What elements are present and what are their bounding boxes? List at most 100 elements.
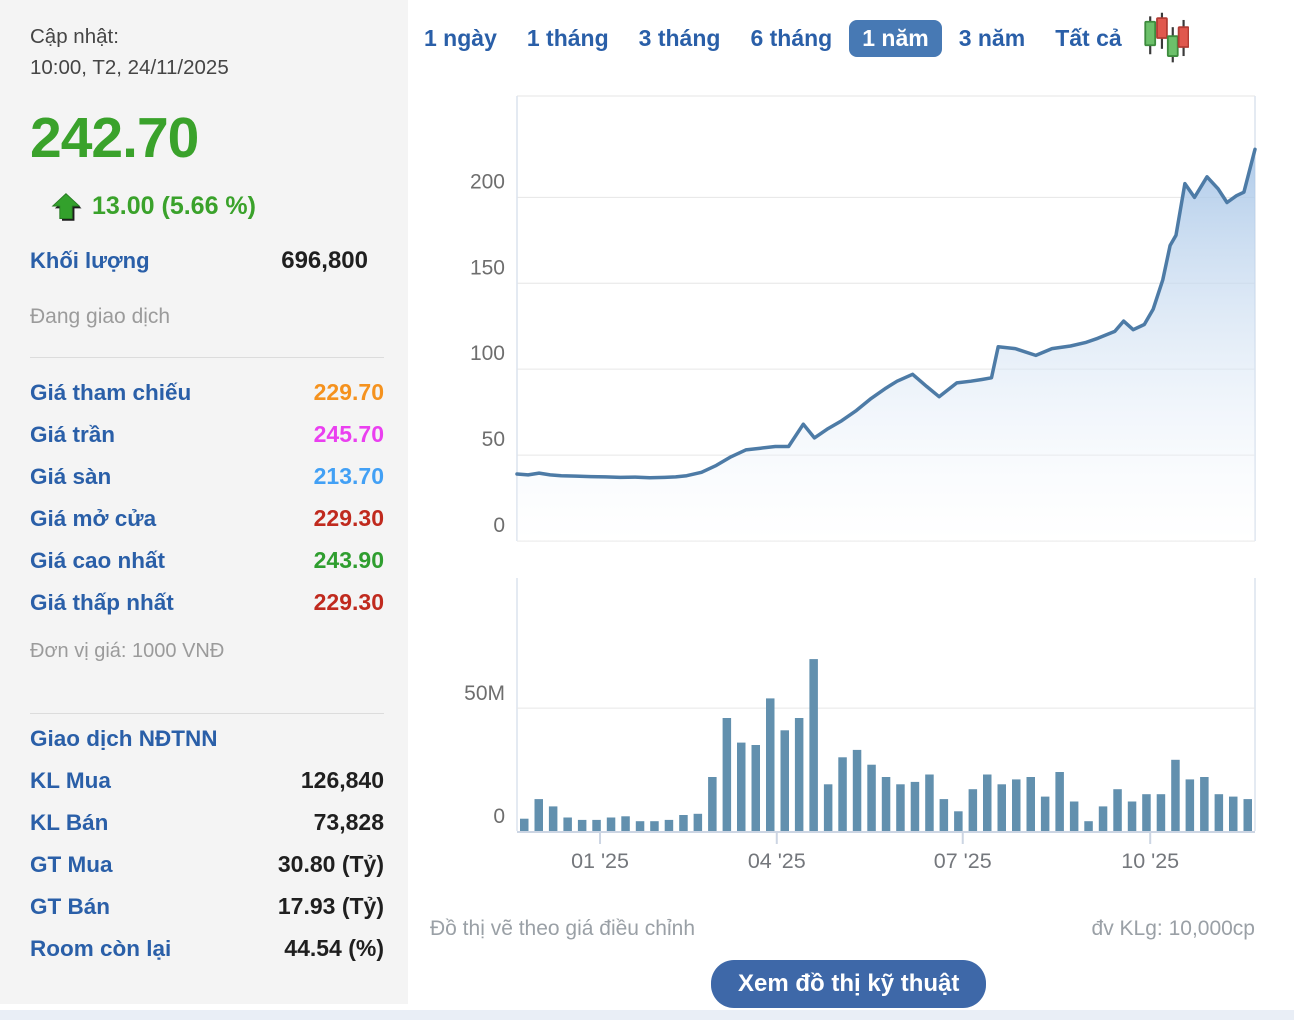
volume-bar xyxy=(910,781,920,831)
row-label: Giá tham chiếu xyxy=(30,379,192,405)
row-value: 229.30 xyxy=(313,589,384,615)
volume-bar xyxy=(1026,777,1035,831)
divider xyxy=(30,712,384,714)
volume-bar xyxy=(679,815,688,831)
range-tab[interactable]: 3 tháng xyxy=(638,24,721,51)
range-tab[interactable]: 1 tháng xyxy=(526,24,609,51)
volume-bar xyxy=(794,718,804,831)
volume-bar xyxy=(896,784,905,831)
row-value: 30.80 (Tỷ) xyxy=(277,851,384,877)
volume-bar xyxy=(1098,806,1108,831)
row-label: GT Bán xyxy=(30,893,111,919)
price-axis-label: 200 xyxy=(470,170,505,193)
row-value: 126,840 xyxy=(300,767,384,793)
range-tab[interactable]: Tất cả xyxy=(1055,24,1122,51)
volume-bar xyxy=(520,818,529,831)
volume-bar xyxy=(708,777,717,831)
range-tabs: 1 ngày 1 tháng 3 tháng 6 tháng 1 năm 3 năm Tất… xyxy=(411,12,1189,64)
volume-bar xyxy=(693,813,703,831)
foreign-row: KL Mua 126,840 xyxy=(30,760,384,802)
session-status: Đang giao dịch xyxy=(30,304,171,328)
volume-bar xyxy=(650,821,659,831)
row-label: Giá thấp nhất xyxy=(30,589,174,615)
volume-bar xyxy=(852,749,862,831)
row-value: 229.70 xyxy=(313,379,384,405)
volume-bar xyxy=(954,811,963,831)
volume-bar xyxy=(548,806,558,831)
volume-bar xyxy=(577,819,587,831)
volume-bar xyxy=(1156,794,1166,831)
volume-bar xyxy=(1127,801,1137,831)
row-value: 17.93 (Tỷ) xyxy=(277,893,384,919)
volume-bar xyxy=(997,784,1006,831)
x-axis-label: 10 '25 xyxy=(1121,849,1179,873)
update-time: 10:00, T2, 24/11/2025 xyxy=(30,55,229,79)
price-line xyxy=(515,147,1257,480)
candlestick-chart-icon[interactable] xyxy=(1143,12,1189,64)
volume-bar xyxy=(939,799,949,831)
volume-bar xyxy=(968,789,978,831)
foreign-row: Room còn lại 44.54 (%) xyxy=(30,928,384,970)
summary-sidebar: Cập nhật: 10:00, T2, 24/11/2025 242.70 1… xyxy=(0,0,408,1004)
price-axis-label: 100 xyxy=(470,342,505,365)
price-row: Giá tham chiếu 229.70 xyxy=(30,372,384,414)
volume-bar xyxy=(1185,779,1195,831)
update-label: Cập nhật: xyxy=(30,25,119,48)
technical-chart-button[interactable]: Xem đồ thị kỹ thuật xyxy=(711,960,987,1008)
volume-bar xyxy=(592,819,601,831)
x-axis-label: 07 '25 xyxy=(934,849,992,873)
row-label: Giá trần xyxy=(30,421,116,447)
price-change-row: 13.00 (5.66 %) xyxy=(30,191,384,223)
row-value: 243.90 xyxy=(313,547,384,573)
range-tab[interactable]: 3 năm xyxy=(958,24,1026,51)
row-value: 245.70 xyxy=(313,421,384,447)
row-label: Giá sàn xyxy=(30,463,112,489)
row-value: 44.54 (%) xyxy=(284,935,384,961)
range-tab[interactable]: 1 ngày xyxy=(424,24,497,51)
volume-bar xyxy=(737,742,746,831)
row-value: 229.30 xyxy=(313,505,384,531)
volume-bar xyxy=(1171,759,1180,831)
row-value: 73,828 xyxy=(313,809,384,835)
volume-bar xyxy=(1084,821,1093,831)
volume-bar xyxy=(1012,779,1021,831)
range-tab[interactable]: 1 năm xyxy=(849,19,942,57)
volume-bar xyxy=(881,777,891,831)
volume-axis-label: 0 xyxy=(493,805,505,828)
volume-bar xyxy=(766,698,775,831)
volume-bar xyxy=(563,817,572,831)
price-row: Giá mở cửa 229.30 xyxy=(30,498,384,540)
foreign-stats-table: KL Mua 126,840 KL Bán 73,828 GT Mua 30.80 (Tỷ… xyxy=(30,760,384,970)
price-volume-chart[interactable]: 0 50 100 150 200 0 50M 01 '25 04 '25 07 '25 10 '25 xyxy=(408,70,1294,916)
volume-bar xyxy=(751,745,760,831)
price-stats-table: Giá tham chiếu 229.70 Giá trần 245.70 Giá sà… xyxy=(30,372,384,624)
x-axis-label: 01 '25 xyxy=(571,849,629,873)
volume-bar xyxy=(1055,772,1064,831)
price-row: Giá sàn 213.70 xyxy=(30,456,384,498)
foreign-section-title: Giao dịch NĐTNN xyxy=(30,725,218,751)
volume-bar xyxy=(809,659,818,831)
volume-bar xyxy=(780,730,789,831)
volume-bar xyxy=(1113,789,1122,831)
range-tab[interactable]: 6 tháng xyxy=(750,24,833,51)
price-area xyxy=(517,149,1255,542)
volume-bar xyxy=(1142,794,1151,831)
volume-bar xyxy=(722,718,732,831)
volume-label: Khối lượng xyxy=(30,247,150,273)
volume-bar xyxy=(606,817,616,831)
volume-bar xyxy=(983,774,992,831)
volume-bar xyxy=(823,784,833,831)
row-label: GT Mua xyxy=(30,851,113,877)
price-unit-note: Đơn vị giá: 1000 VNĐ xyxy=(30,639,225,662)
row-value: 213.70 xyxy=(313,463,384,489)
row-label: KL Bán xyxy=(30,809,109,835)
row-label: KL Mua xyxy=(30,767,111,793)
volume-bar xyxy=(635,821,645,831)
foreign-row: GT Bán 17.93 (Tỷ) xyxy=(30,886,384,928)
foreign-row: KL Bán 73,828 xyxy=(30,802,384,844)
foreign-row: GT Mua 30.80 (Tỷ) xyxy=(30,844,384,886)
arrow-up-icon xyxy=(51,192,82,221)
volume-bar xyxy=(664,819,674,831)
price-axis-label: 0 xyxy=(493,514,505,537)
volume-bar xyxy=(838,757,847,831)
